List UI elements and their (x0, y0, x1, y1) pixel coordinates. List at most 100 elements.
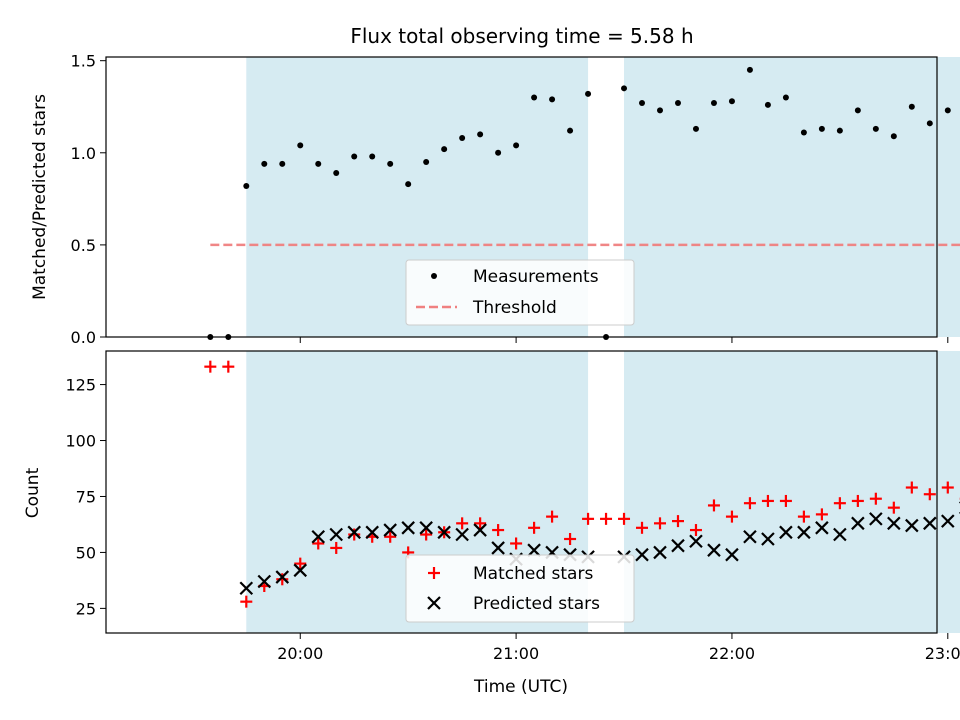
matched-star-point (204, 360, 217, 373)
legend-box-top (405, 259, 635, 326)
measurement-point (944, 107, 951, 114)
measurement-point (279, 160, 286, 167)
matched-star-point (582, 512, 595, 525)
matched-star-point (420, 528, 433, 541)
plot-frame-top (105, 56, 938, 338)
predicted-star-point (383, 523, 397, 537)
matched-star-point (815, 508, 828, 521)
x-tick-label: 23:00 (925, 644, 960, 663)
measurement-point (621, 85, 628, 92)
matched-star-point (474, 517, 487, 530)
measurement-point (836, 127, 843, 134)
predicted-star-point (707, 543, 721, 557)
predicted-star-point (887, 516, 901, 531)
predicted-star-point (293, 563, 308, 578)
shaded-interval-2 (624, 57, 960, 337)
measurement-point (405, 181, 412, 188)
legend-label-matched: Matched stars (473, 564, 593, 584)
measurements-series (207, 66, 951, 340)
predicted-star-point (923, 516, 937, 531)
x-tick-label: 22:00 (709, 644, 755, 663)
matched-star-point (869, 492, 882, 505)
measurement-point (495, 149, 502, 156)
y-axis-label-top: Matched/Predicted stars (30, 94, 50, 300)
y-tick-label: 1.5 (71, 52, 96, 71)
predicted-star-point (653, 545, 667, 560)
y-axis-label-bottom: Count (23, 467, 43, 518)
matched-star-point (312, 537, 325, 550)
predicted-star-point (833, 527, 847, 542)
measurement-point (728, 98, 735, 105)
matched-star-point (222, 360, 235, 373)
matched-star-point (564, 533, 577, 545)
shaded-interval-2 (624, 351, 960, 633)
predicted-star-point (671, 538, 685, 553)
predicted-star-point (455, 527, 469, 542)
matched-star-point (923, 488, 936, 501)
measurement-point (674, 100, 681, 107)
matched-star-point (384, 530, 397, 543)
x-axis-ticks-top (299, 337, 949, 343)
matched-star-point (743, 497, 756, 510)
panel-ratio: 0.0 0.5 1.0 1.5 Matched/Predicted stars Mea… (30, 52, 960, 347)
measurement-point (639, 100, 646, 107)
matched-star-point (294, 557, 307, 570)
legend-marker-predicted (427, 596, 441, 610)
measurement-point (567, 127, 574, 134)
legend-label-threshold: Threshold (472, 298, 557, 318)
measurement-point (818, 125, 825, 132)
predicted-star-point (437, 525, 451, 540)
measurement-point (872, 125, 879, 132)
predicted-star-point (365, 525, 379, 540)
x-tick-label: 20:00 (277, 644, 323, 663)
predicted-star-point (329, 527, 344, 542)
predicted-star-point (815, 521, 829, 535)
matched-star-point (240, 595, 253, 608)
predicted-star-point (635, 547, 649, 562)
y-tick-label: 50 (76, 543, 96, 562)
matched-star-point (689, 524, 702, 537)
predicted-star-point (473, 523, 487, 537)
measurement-point (549, 96, 556, 103)
y-axis-ticks-top: 0.0 0.5 1.0 1.5 (71, 52, 106, 347)
measurement-point (908, 103, 915, 110)
matched-star-point (618, 512, 631, 525)
measurement-point (531, 94, 538, 101)
predicted-star-point (689, 534, 703, 549)
legend-bottom: Matched stars Predicted stars (405, 554, 635, 623)
predicted-star-point (779, 525, 793, 540)
matched-star-point (779, 494, 792, 507)
matched-star-point (725, 510, 738, 523)
measurement-point (513, 142, 520, 149)
y-tick-label: 100 (65, 432, 96, 451)
legend-box-bottom (405, 554, 635, 623)
measurement-point (243, 182, 250, 189)
plot-frame-bottom (105, 350, 938, 634)
measurement-point (261, 160, 268, 167)
matched-star-point (851, 494, 864, 507)
predicted-star-point (725, 547, 739, 562)
matched-star-point (600, 512, 613, 525)
matched-star-point (276, 573, 289, 586)
matched-star-point (797, 510, 810, 523)
legend-top: Measurements Threshold (405, 259, 635, 326)
matched-star-point (546, 510, 559, 523)
measurement-point (764, 101, 771, 108)
predicted-star-point (491, 541, 505, 555)
matched-star-point (492, 524, 505, 537)
legend-marker-measurements (431, 273, 437, 279)
measurement-point (351, 153, 358, 160)
x-axis-label: Time (UTC) (473, 677, 568, 697)
x-tick-label: 21:00 (493, 644, 539, 663)
y-tick-label: 0.5 (71, 236, 96, 255)
predicted-star-point (347, 525, 361, 540)
matched-star-point (348, 528, 361, 541)
predicted-star-point (257, 574, 272, 589)
predicted-stars-series (239, 501, 960, 596)
measurement-point (315, 160, 322, 167)
predicted-star-point (239, 581, 254, 596)
legend-marker-matched (428, 567, 440, 579)
